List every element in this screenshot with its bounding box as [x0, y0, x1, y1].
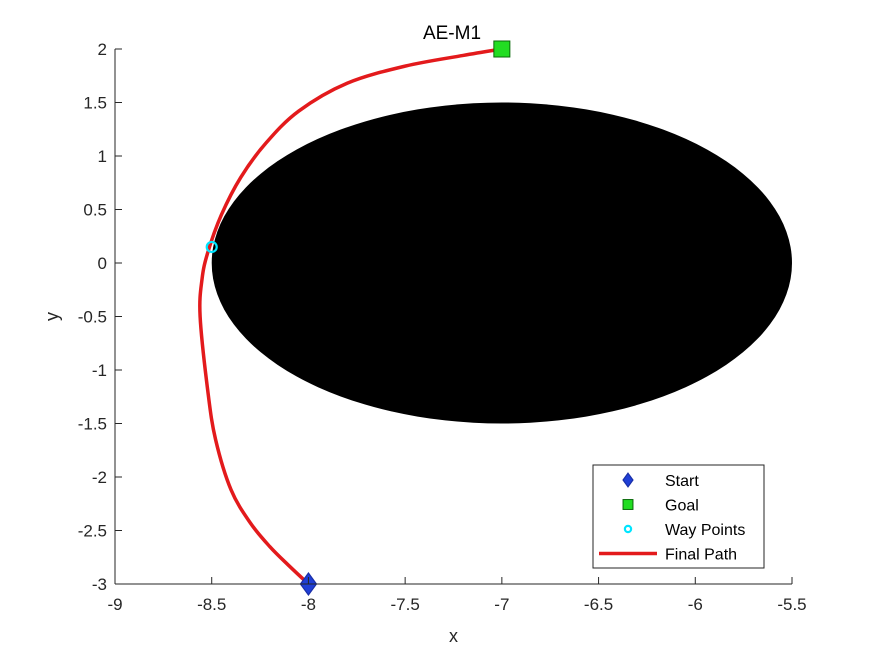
x-tick-label: -9: [107, 595, 122, 614]
path-layer: [198, 47, 504, 586]
y-tick-label: -3: [92, 575, 107, 594]
y-tick-label: 0.5: [83, 201, 107, 220]
y-tick-label: -2: [92, 468, 107, 487]
y-tick-label: -2.5: [78, 522, 107, 541]
x-axis-label: x: [449, 626, 458, 646]
x-tick-label: -7: [494, 595, 509, 614]
chart-title: AE-M1: [423, 23, 481, 44]
y-tick-label: 2: [98, 40, 107, 59]
x-tick-label: -6: [688, 595, 703, 614]
axes: -9 -8.5 -8 -7.5 -7 -6.5 -6 -5.5 -3 -2.5 -2 -1.5 -1 -0…: [78, 40, 807, 614]
legend-box: [592, 464, 765, 569]
legend-label-final-path: Final Path: [665, 547, 737, 564]
legend-swatch-start: [622, 472, 634, 488]
obstacle-layer: [211, 102, 792, 424]
legend-label-start: Start: [665, 473, 699, 490]
x-tick-label: -5.5: [777, 595, 806, 614]
x-tick-label: -8.5: [197, 595, 226, 614]
obstacle-ellipse: [211, 102, 792, 424]
y-tick-label: 1.5: [83, 94, 107, 113]
y-tick-label: -1.5: [78, 415, 107, 434]
y-axis-label: y: [42, 312, 62, 321]
goal-marker: [493, 40, 511, 58]
y-tick-label: 1: [98, 147, 107, 166]
legend-swatch-way-points: [623, 524, 633, 534]
legend-swatch-goal: [622, 499, 634, 510]
y-tick-label: -1: [92, 361, 107, 380]
x-tick-label: -8: [301, 595, 316, 614]
x-tick-label: -6.5: [584, 595, 613, 614]
legend: Start Goal Way Points Final Path: [592, 464, 765, 569]
final-path-line: [198, 47, 504, 586]
legend-label-goal: Goal: [665, 498, 699, 515]
way-points-marker: [205, 240, 218, 254]
y-tick-label: 0: [98, 254, 107, 273]
legend-label-way-points: Way Points: [665, 522, 745, 539]
y-tick-label: -0.5: [78, 308, 107, 327]
x-tick-label: -7.5: [390, 595, 419, 614]
